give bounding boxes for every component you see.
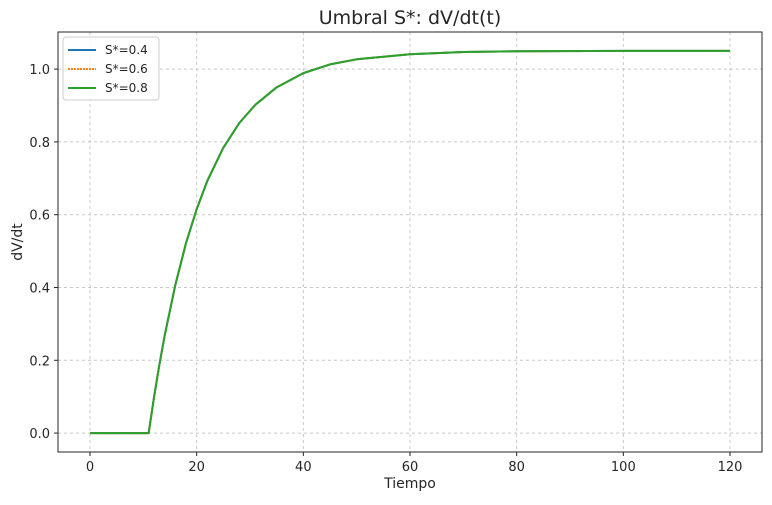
legend-box xyxy=(62,36,160,101)
x-tick-label: 60 xyxy=(402,460,419,475)
x-tick-label: 80 xyxy=(508,460,525,475)
x-tick-label: 40 xyxy=(295,460,312,475)
x-tick-label: 20 xyxy=(188,460,205,475)
y-tick-label: 0.8 xyxy=(29,136,50,151)
legend: S*=0.4 S*=0.6 S*=0.8 xyxy=(62,36,160,101)
legend-label: S*=0.6 xyxy=(105,62,148,76)
legend-label: S*=0.4 xyxy=(105,43,148,57)
series-line-3 xyxy=(90,49,730,435)
y-axis-label: dV/dt xyxy=(10,223,26,261)
plot-frame xyxy=(57,31,763,453)
x-axis-label: Tiempo xyxy=(383,476,436,492)
y-tick-label: 0.6 xyxy=(29,209,50,224)
y-tick-label: 0.4 xyxy=(29,281,50,296)
y-tick-label: 0.0 xyxy=(29,427,50,442)
y-tick-label: 1.0 xyxy=(29,63,50,78)
x-tick-label: 0 xyxy=(86,460,94,475)
y-tick-label: 0.2 xyxy=(29,354,50,369)
x-tick-label: 100 xyxy=(611,460,636,475)
legend-label: S*=0.8 xyxy=(105,81,148,95)
x-tick-label: 120 xyxy=(718,460,743,475)
chart-title: Umbral S*: dV/dt(t) xyxy=(319,7,502,29)
